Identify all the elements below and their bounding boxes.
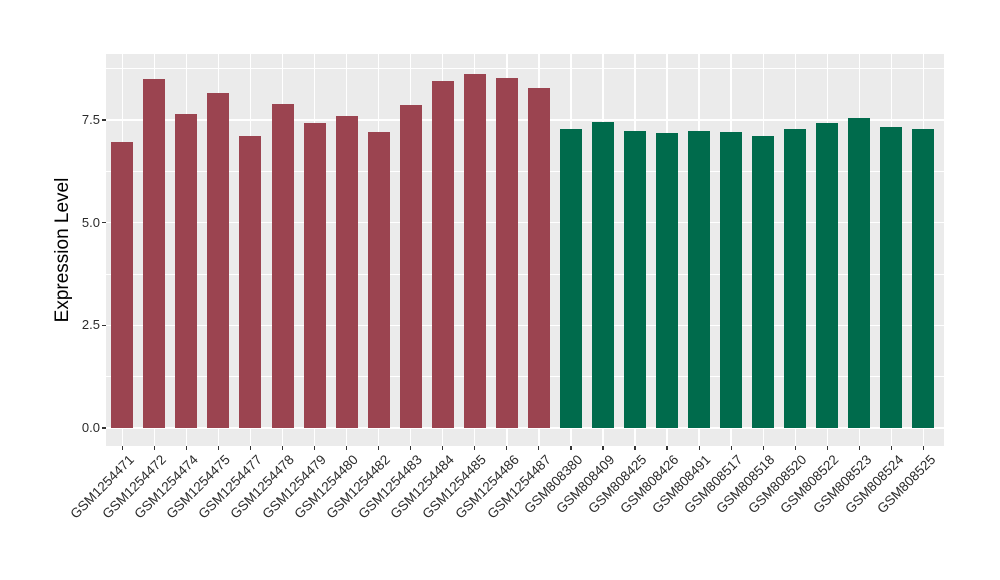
bar-GSM808491 bbox=[688, 131, 711, 428]
bar-GSM1254478 bbox=[271, 103, 294, 428]
bar-GSM1254485 bbox=[463, 73, 486, 428]
gridline-major bbox=[106, 324, 944, 327]
x-tick-mark bbox=[570, 446, 572, 450]
bar-GSM1254483 bbox=[399, 105, 422, 428]
bar-GSM1254474 bbox=[175, 113, 198, 428]
bar-GSM808426 bbox=[656, 132, 679, 428]
gridline-major bbox=[106, 119, 944, 121]
gridline-major bbox=[106, 427, 944, 429]
bar-GSM808409 bbox=[591, 122, 614, 428]
bar-GSM1254477 bbox=[239, 135, 262, 428]
bar-GSM1254480 bbox=[335, 115, 358, 428]
bar-GSM808522 bbox=[816, 122, 839, 428]
x-tick-mark bbox=[185, 446, 187, 450]
bar-GSM1254472 bbox=[143, 78, 166, 428]
x-tick-mark bbox=[121, 446, 123, 450]
bar-GSM1254484 bbox=[431, 80, 454, 428]
x-tick-mark bbox=[217, 446, 220, 450]
bar-GSM808517 bbox=[720, 132, 743, 428]
bar-GSM1254475 bbox=[207, 92, 230, 428]
bar-GSM808518 bbox=[752, 135, 775, 428]
y-tick-mark bbox=[102, 324, 106, 326]
x-tick-mark bbox=[281, 446, 284, 450]
bar-GSM808520 bbox=[784, 129, 807, 428]
bar-GSM808425 bbox=[624, 130, 647, 428]
y-tick-mark bbox=[102, 222, 106, 224]
x-tick-mark bbox=[474, 446, 476, 450]
gridline-minor bbox=[106, 170, 944, 172]
bar-GSM1254471 bbox=[111, 142, 134, 428]
x-tick-mark bbox=[762, 446, 764, 450]
x-tick-mark bbox=[378, 446, 380, 450]
x-tick-mark bbox=[922, 446, 924, 450]
bar-GSM1254479 bbox=[303, 122, 326, 428]
x-tick-mark bbox=[249, 446, 252, 450]
x-tick-mark bbox=[538, 446, 540, 450]
x-tick-mark bbox=[346, 446, 348, 450]
x-tick-mark bbox=[442, 446, 444, 450]
y-tick-label: 7.5 bbox=[81, 111, 100, 127]
y-tick-label: 5.0 bbox=[81, 214, 100, 230]
x-tick-mark bbox=[153, 446, 155, 450]
x-tick-mark bbox=[794, 446, 796, 450]
bar-GSM1254486 bbox=[495, 77, 518, 428]
plot-panel bbox=[106, 54, 944, 446]
x-tick-mark bbox=[410, 446, 412, 450]
x-tick-mark bbox=[858, 446, 860, 450]
y-axis-title: Expression Level bbox=[52, 177, 73, 323]
x-tick-mark bbox=[890, 446, 892, 450]
x-tick-mark bbox=[602, 446, 604, 450]
gridline-minor bbox=[106, 273, 944, 275]
x-tick-mark bbox=[698, 446, 700, 450]
y-tick-label: 0.0 bbox=[81, 420, 100, 435]
bar-GSM808380 bbox=[559, 129, 582, 428]
x-tick-mark bbox=[506, 446, 508, 450]
x-tick-mark bbox=[826, 446, 828, 450]
x-tick-mark bbox=[634, 446, 636, 450]
gridline-minor bbox=[106, 376, 944, 377]
gridline-major bbox=[106, 221, 944, 224]
bar-GSM808524 bbox=[880, 126, 903, 428]
y-tick-mark bbox=[102, 119, 106, 121]
bar-GSM808523 bbox=[848, 117, 871, 428]
x-tick-mark bbox=[313, 446, 316, 450]
y-tick-mark bbox=[102, 427, 106, 429]
x-tick-mark bbox=[666, 446, 668, 450]
bar-GSM808525 bbox=[912, 129, 935, 428]
x-tick-mark bbox=[730, 446, 732, 450]
bar-GSM1254487 bbox=[527, 88, 550, 428]
bar-GSM1254482 bbox=[367, 131, 390, 428]
gridline-minor bbox=[106, 68, 944, 69]
y-tick-label: 2.5 bbox=[81, 317, 100, 333]
